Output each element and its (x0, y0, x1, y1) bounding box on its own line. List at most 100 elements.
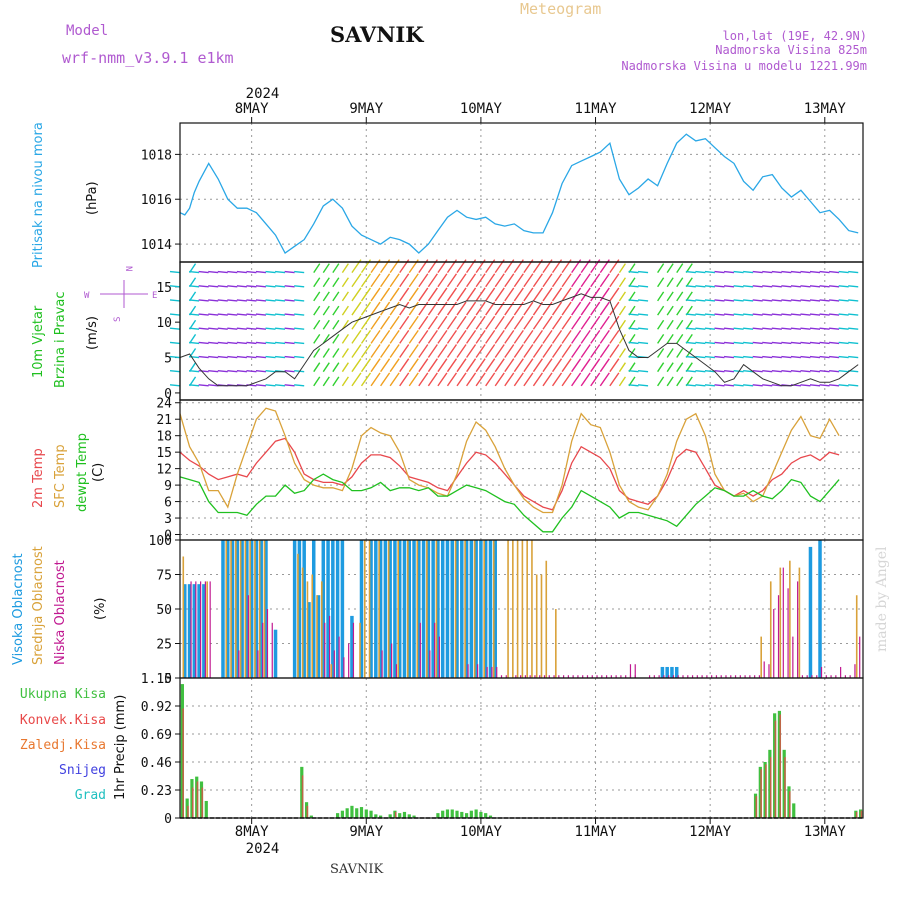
wind-tick-label: 0 (164, 387, 172, 402)
wind-barb (265, 313, 276, 316)
wind-barb (542, 372, 553, 387)
wind-barb (236, 285, 247, 288)
date-label-top: 11MAY (574, 101, 617, 117)
wind-barb (265, 299, 276, 302)
precip-tick-label: 1.15 (141, 672, 172, 687)
wind-barb (676, 319, 684, 330)
wind-barb (819, 341, 830, 345)
cloud-bar-high (335, 540, 340, 678)
wind-barb (666, 277, 674, 288)
wind-barb (714, 299, 725, 302)
wind-barb (265, 285, 276, 288)
wind-barb (723, 369, 735, 373)
wind-barb (322, 333, 330, 344)
wind-barb (676, 277, 684, 288)
cloud-bar-high (359, 540, 364, 678)
wind-barb (504, 329, 515, 344)
cloud-bar-high (187, 584, 192, 678)
wind-barb (370, 315, 381, 330)
wind-barb (771, 327, 782, 330)
legend-rain-frozen: Zaledj.Kisa (20, 738, 106, 753)
wind-barb (351, 287, 362, 302)
wind-barb (275, 384, 286, 387)
wind-barb (848, 355, 859, 359)
wind-barb (275, 270, 286, 274)
wind-barb (351, 358, 362, 373)
precip-bar-total (340, 810, 344, 818)
pressure-tick-label: 1014 (141, 238, 172, 253)
wind-barb (513, 287, 524, 302)
compass-n: N (123, 266, 133, 271)
wind-barb (169, 369, 181, 373)
wind-barb (628, 384, 639, 387)
wind-barb (704, 313, 716, 316)
model-label: Model (66, 23, 108, 39)
wind-barb (255, 285, 267, 288)
wind-barb (695, 341, 706, 345)
wind-barb (351, 273, 362, 288)
cloud-bar-high (670, 666, 674, 678)
wind-barb (294, 299, 305, 302)
wind-unit: (m/s) (85, 316, 100, 350)
wind-barb (723, 341, 735, 345)
wind-barb (399, 315, 410, 330)
wind-barb (676, 362, 684, 373)
wind-barb (599, 358, 610, 373)
wind-barb (685, 285, 696, 288)
wind-barb (685, 327, 696, 330)
cloud-bar-high (397, 540, 402, 678)
wind-barb (628, 313, 639, 316)
precip-bar-convective (182, 708, 184, 818)
wind-barb (189, 270, 200, 274)
wind-barb (723, 355, 735, 359)
wind-barb (809, 355, 821, 359)
wind-barb (829, 341, 840, 345)
wind-barb (446, 315, 458, 330)
wind-barb (848, 313, 859, 316)
wind-barb (838, 327, 849, 330)
precip-bar-convective (855, 811, 858, 818)
wind-barb (762, 355, 773, 359)
precip-bar-total (469, 810, 473, 818)
wind-barb (819, 285, 830, 288)
wind-barb (714, 384, 725, 387)
wind-barb (790, 270, 801, 274)
wind-barb (628, 327, 639, 330)
wind-barb (485, 273, 496, 288)
precip-tick-label: 0.69 (141, 728, 172, 743)
wind-barb (523, 273, 534, 288)
wind-barb (504, 315, 515, 330)
wind-barb (198, 384, 209, 387)
wind-barb (380, 329, 391, 344)
wind-barb (819, 384, 830, 387)
wind-barb (456, 372, 467, 387)
wind-barb (217, 313, 228, 316)
wind-barb (446, 287, 458, 302)
wind-barb (427, 287, 438, 302)
wind-barb (456, 358, 467, 373)
wind-barb (217, 341, 228, 345)
wind-barb (704, 299, 716, 302)
wind-barb (743, 270, 754, 274)
wind-barb (714, 270, 725, 274)
cloud-tick-label: 25 (156, 638, 172, 653)
wind-barb (752, 355, 763, 359)
wind-barb (762, 313, 773, 316)
wind-barb (494, 287, 505, 302)
pressure-line (179, 133, 859, 254)
wind-barb (456, 273, 467, 288)
wind-barb (236, 270, 247, 274)
wind-barb (838, 299, 849, 302)
wind-barb (198, 369, 209, 373)
precip-bar-convective (394, 811, 397, 818)
wind-barb (848, 341, 859, 345)
wind-barb (561, 372, 572, 387)
wind-barb (485, 344, 496, 358)
wind-barb (389, 372, 400, 387)
wind-barb (246, 341, 257, 345)
wind-barb (733, 384, 744, 387)
precip-bar-convective (201, 787, 204, 818)
wind-barb (208, 369, 219, 373)
wind-barb (399, 344, 410, 358)
wind-barb (198, 355, 209, 359)
